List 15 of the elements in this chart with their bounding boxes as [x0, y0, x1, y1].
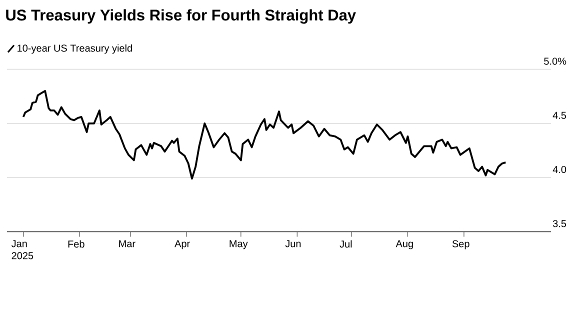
x-tick-label: Mar — [119, 240, 136, 248]
x-tick-label: Feb — [68, 240, 84, 248]
y-tick-label: 4.5 — [552, 112, 566, 119]
legend-label: 10-year US Treasury yield — [18, 44, 132, 54]
x-tick-label: Aug — [396, 240, 413, 250]
x-tick-label: Apr — [174, 240, 190, 250]
x-tick-label: Sep — [452, 240, 470, 250]
x-tick-label: Jul — [340, 240, 352, 248]
y-tick-label: 5.0% — [544, 58, 566, 65]
x-tick-label: May — [230, 240, 248, 250]
x-tick-label: Jun — [285, 240, 301, 248]
chart-title: US Treasury Yields Rise for Fourth Straight Day — [6, 9, 356, 24]
x-tick-label: Jan 2025 — [11, 240, 34, 260]
y-tick-label: 4.0 — [552, 166, 566, 174]
y-tick-label: 3.5 — [552, 220, 566, 228]
